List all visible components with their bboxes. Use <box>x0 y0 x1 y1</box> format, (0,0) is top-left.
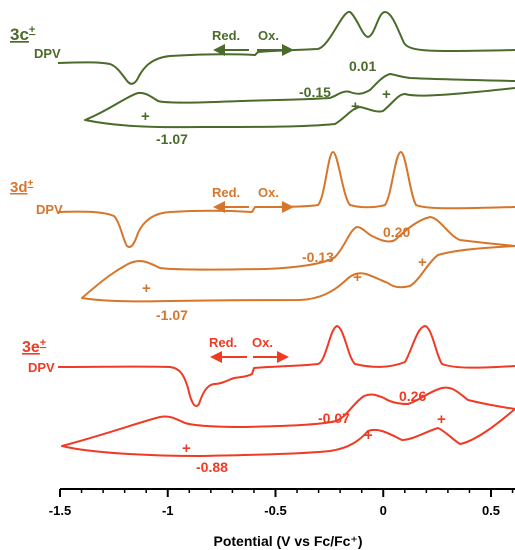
panel-3c: 3c+ DPV Red. Ox. 0.01 -0.15 -1.07 + + + <box>10 11 515 147</box>
e-half-marker-3c-0: + <box>141 108 150 125</box>
red-label-3d: Red. <box>212 185 240 200</box>
e-half-marker-3c-2: + <box>382 86 391 103</box>
value-label-3c-2: -1.07 <box>156 131 188 147</box>
dpv-label-3d: DPV <box>36 202 63 217</box>
dpv-label-3c: DPV <box>34 46 61 61</box>
dpv-trace-3e <box>57 325 515 407</box>
dpv-label-3e: DPV <box>28 360 55 375</box>
value-label-3c-0: 0.01 <box>349 58 376 74</box>
x-tick-label: -1 <box>162 503 174 518</box>
e-half-marker-3d-2: + <box>418 254 427 271</box>
dpv-trace-3d <box>57 151 515 248</box>
x-axis: -1.5 -1 -0.5 0 0.5 <box>49 488 515 518</box>
charge-label-3e: + <box>40 337 46 349</box>
value-label-3d-2: -1.07 <box>156 307 188 323</box>
cv-trace-3d <box>81 216 515 303</box>
value-label-3e-2: -0.88 <box>196 459 228 475</box>
value-label-3e-1: -0.07 <box>318 410 350 426</box>
ox-label-3d: Ox. <box>258 185 279 200</box>
e-half-marker-3c-1: + <box>351 98 360 115</box>
red-label-3c: Red. <box>212 28 240 43</box>
svg-text:3e+: 3e+ <box>22 337 46 356</box>
e-half-marker-3e-2: + <box>437 411 446 428</box>
cv-trace-3e <box>61 386 515 457</box>
x-tick-label: 0 <box>380 503 387 518</box>
compound-label-3d: 3d <box>10 179 28 196</box>
e-half-marker-3e-0: + <box>182 440 191 457</box>
x-axis-label: Potential (V vs Fc/Fc⁺) <box>214 533 363 549</box>
red-label-3e: Red. <box>209 335 237 350</box>
x-tick-label: -1.5 <box>49 503 71 518</box>
x-tick-label: -0.5 <box>264 503 286 518</box>
value-label-3d-1: -0.13 <box>302 249 334 265</box>
charge-label-3d: + <box>28 178 34 189</box>
panel-3e: 3e+ DPV Red. Ox. 0.26 -0.07 -0.88 + + + <box>22 325 515 475</box>
e-half-marker-3d-1: + <box>353 269 362 286</box>
panel-3d: 3d+ DPV Red. Ox. 0.20 -0.13 -1.07 + + + <box>10 151 515 323</box>
e-half-marker-3e-1: + <box>364 427 373 444</box>
svg-text:3d+: 3d+ <box>10 178 34 196</box>
e-half-marker-3d-0: + <box>142 280 151 297</box>
compound-label-3e: 3e <box>22 339 40 356</box>
svg-text:3c+: 3c+ <box>10 24 35 44</box>
value-label-3c-1: -0.15 <box>299 84 331 100</box>
ox-label-3c: Ox. <box>258 28 279 43</box>
charge-label-3c: + <box>29 24 35 36</box>
ox-label-3e: Ox. <box>252 335 273 350</box>
compound-label-3c: 3c <box>10 25 29 44</box>
x-tick-label: 0.5 <box>482 503 500 518</box>
value-label-3e-0: 0.26 <box>399 388 426 404</box>
value-label-3d-0: 0.20 <box>383 224 410 240</box>
cv-trace-3c <box>84 73 515 129</box>
dpv-trace-3c <box>57 11 515 85</box>
